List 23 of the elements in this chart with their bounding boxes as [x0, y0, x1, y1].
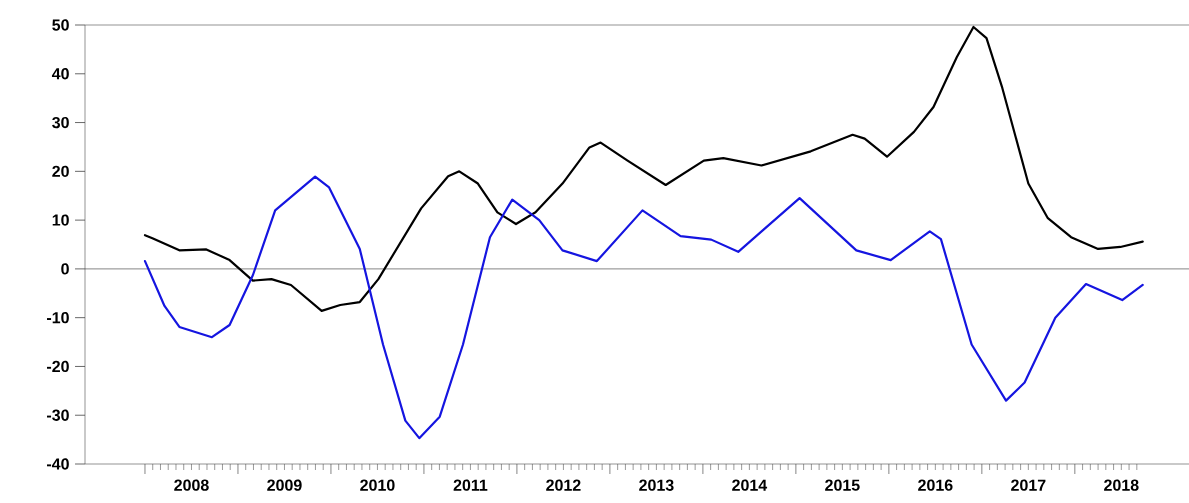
- y-tick-label: 10: [52, 214, 69, 226]
- x-tick-label: 2013: [639, 479, 674, 491]
- y-tick-label: 50: [52, 19, 69, 31]
- x-tick-label: 2015: [825, 479, 860, 491]
- x-tick-label: 2018: [1104, 479, 1139, 491]
- y-tick-label: -20: [47, 360, 69, 373]
- y-tick-label: -30: [47, 409, 69, 421]
- x-tick-label: 2010: [360, 479, 395, 491]
- y-tick-label: 30: [52, 116, 69, 129]
- x-tick-label: 2009: [267, 479, 302, 491]
- x-tick-label: 2016: [918, 479, 953, 491]
- line-series: [143, 175, 1144, 440]
- y-tick-label: 0: [61, 263, 69, 275]
- x-tick-label: 2014: [732, 479, 768, 491]
- x-tick-label: 2011: [453, 479, 488, 491]
- y-tick-label: -10: [47, 312, 69, 324]
- x-tick-label: 2012: [546, 479, 581, 491]
- line-series: [143, 25, 1144, 312]
- y-tick-label: 20: [52, 165, 69, 177]
- y-tick-label: -40: [47, 458, 69, 470]
- x-tick-label: 2017: [1011, 479, 1046, 491]
- x-tick-label: 2008: [174, 479, 209, 491]
- y-tick-label: 40: [51, 68, 69, 80]
